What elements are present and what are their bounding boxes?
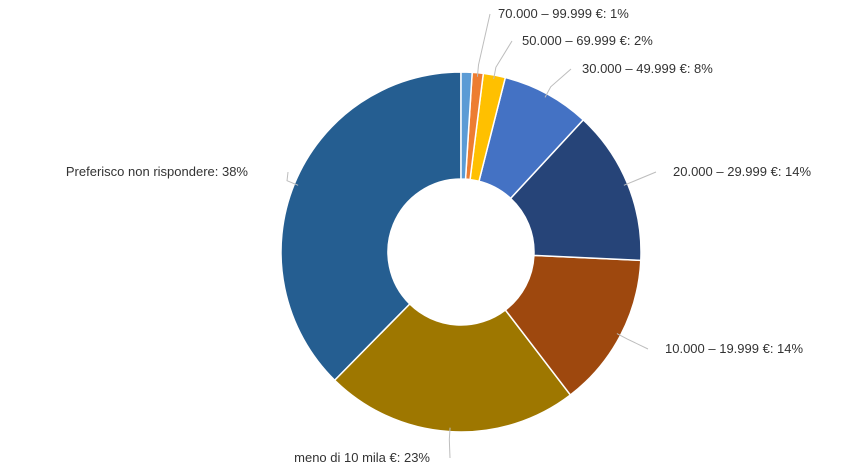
donut-slice-0 [280,71,462,382]
slice-label-5: 50.000 – 69.999 €: 2% [522,33,653,48]
donut-slice-3 [509,118,642,262]
slice-label-6: 70.000 – 99.999 €: 1% [498,6,629,21]
leader-line-6 [476,13,491,77]
leader-line-5 [493,40,513,80]
leader-line-3 [623,171,657,186]
donut-slice-2 [504,254,642,396]
slice-label-1: meno di 10 mila €: 23% [294,450,430,465]
slice-label-2: 10.000 – 19.999 €: 14% [665,341,804,356]
leader-line-2 [616,333,649,350]
slices-group [280,71,642,433]
leader-line-4 [544,68,572,98]
leader-line-0 [286,171,299,186]
donut-slice-1 [333,302,572,433]
slice-label-3: 20.000 – 29.999 €: 14% [673,164,812,179]
leader-line-1 [448,427,451,459]
slice-label-4: 30.000 – 49.999 €: 8% [582,61,713,76]
labels-group: Preferisco non rispondere: 38% meno di 10… [66,6,812,465]
donut-slice-7 [460,71,473,180]
slice-label-0: Preferisco non rispondere: 38% [66,164,249,179]
